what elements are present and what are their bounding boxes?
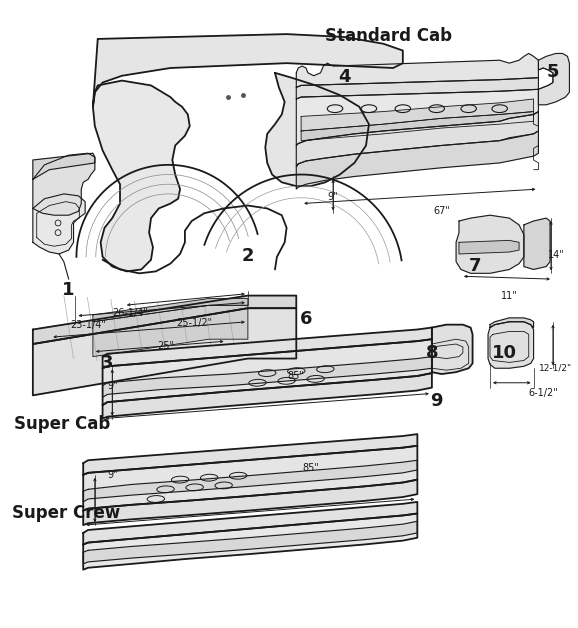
- Polygon shape: [456, 215, 524, 273]
- Text: 23-1/4": 23-1/4": [70, 320, 106, 330]
- Polygon shape: [93, 298, 248, 322]
- Polygon shape: [33, 153, 95, 180]
- Polygon shape: [83, 460, 417, 502]
- Polygon shape: [83, 521, 417, 564]
- Polygon shape: [524, 218, 550, 269]
- Polygon shape: [33, 308, 297, 396]
- Text: 7: 7: [469, 257, 481, 275]
- Polygon shape: [459, 241, 519, 254]
- Polygon shape: [539, 53, 569, 105]
- Text: 12-1/2": 12-1/2": [539, 364, 572, 372]
- Polygon shape: [297, 53, 539, 87]
- Polygon shape: [33, 296, 297, 344]
- Text: Super Crew: Super Crew: [12, 504, 120, 522]
- Text: 85": 85": [288, 371, 305, 381]
- Polygon shape: [490, 318, 533, 328]
- Polygon shape: [33, 153, 95, 215]
- Polygon shape: [297, 78, 539, 99]
- Text: 3: 3: [101, 354, 114, 372]
- Text: 25": 25": [157, 341, 174, 351]
- Text: 9": 9": [107, 470, 117, 480]
- Text: 14": 14": [547, 250, 564, 260]
- Polygon shape: [83, 434, 417, 475]
- Polygon shape: [297, 131, 539, 189]
- Text: 6-1/2": 6-1/2": [528, 387, 558, 398]
- Text: 26-1/4": 26-1/4": [112, 308, 147, 318]
- Polygon shape: [93, 80, 190, 271]
- Text: 2: 2: [242, 247, 254, 265]
- Text: Standard Cab: Standard Cab: [325, 28, 452, 45]
- Text: 4: 4: [339, 68, 351, 86]
- Text: 9": 9": [328, 192, 338, 202]
- Polygon shape: [102, 357, 432, 398]
- Text: 11": 11": [501, 291, 518, 301]
- Polygon shape: [432, 325, 473, 374]
- Text: Super Cab: Super Cab: [14, 414, 110, 433]
- Text: 85": 85": [302, 463, 319, 473]
- Polygon shape: [102, 328, 432, 368]
- Polygon shape: [265, 73, 369, 186]
- Polygon shape: [93, 34, 403, 107]
- Text: 25-1/2": 25-1/2": [176, 318, 213, 328]
- Polygon shape: [33, 194, 85, 254]
- Polygon shape: [102, 339, 432, 405]
- Polygon shape: [83, 446, 417, 511]
- Polygon shape: [102, 373, 432, 419]
- Polygon shape: [297, 112, 539, 167]
- Polygon shape: [488, 322, 533, 368]
- Polygon shape: [93, 305, 248, 357]
- Text: 5: 5: [547, 63, 559, 81]
- Text: 10: 10: [492, 344, 517, 362]
- Text: 8: 8: [425, 344, 438, 362]
- Text: 9": 9": [107, 381, 117, 391]
- Polygon shape: [297, 89, 539, 146]
- Polygon shape: [301, 112, 533, 141]
- Polygon shape: [83, 480, 417, 525]
- Polygon shape: [83, 514, 417, 570]
- Polygon shape: [83, 502, 417, 544]
- Text: 1: 1: [62, 281, 75, 299]
- Text: 67": 67": [433, 205, 450, 215]
- Polygon shape: [301, 99, 533, 131]
- Text: 6: 6: [300, 310, 312, 328]
- Text: 9: 9: [431, 392, 443, 411]
